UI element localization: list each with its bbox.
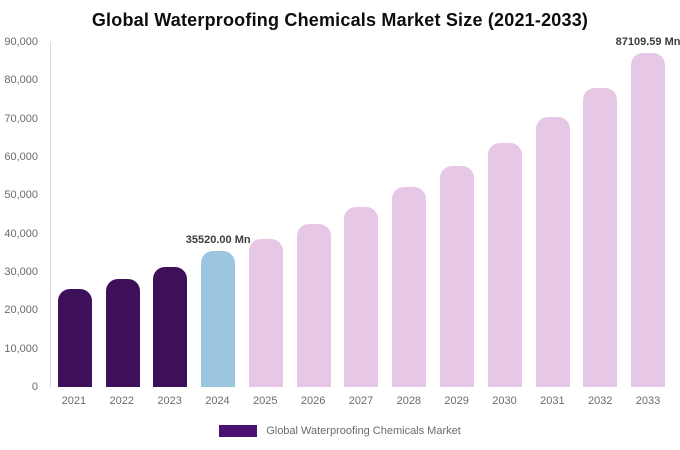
chart-title: Global Waterproofing Chemicals Market Si…	[91, 10, 589, 30]
bar-value-label-2024: 35520.00 Mn	[185, 234, 251, 246]
x-tick-label: 2028	[396, 395, 422, 407]
bar-2028	[392, 187, 427, 387]
bar-2021	[57, 289, 92, 387]
bar-value-label-2033: 87109.59 Mn	[615, 36, 680, 48]
bar-slot-2021	[51, 42, 99, 387]
bar-slot-2033: 87109.59 Mn	[616, 36, 680, 387]
bar-2027	[344, 207, 379, 387]
bar-2022	[105, 279, 140, 387]
bar-2025	[248, 239, 283, 387]
x-tick-label: 2022	[109, 395, 134, 407]
y-tick-label: 40,000	[4, 227, 38, 240]
legend-swatch	[219, 425, 258, 437]
bar-2030	[487, 143, 522, 387]
bar-slot-2027	[338, 42, 386, 387]
x-tick-label: 2027	[348, 395, 374, 407]
bar-slot-2030	[481, 42, 529, 387]
bar-2031	[535, 117, 570, 387]
bar-2033	[631, 53, 666, 387]
legend: Global Waterproofing Chemicals Market	[0, 425, 680, 437]
y-tick-label: 60,000	[4, 151, 38, 163]
x-axis: 2021 2022 2023 2024 2025 2026 2027 2028 2029 2030…	[50, 395, 672, 407]
y-tick-label: 30,000	[4, 266, 38, 278]
legend-label: Global Waterproofing Chemicals Market	[266, 425, 461, 437]
x-tick-label: 2029	[444, 395, 469, 407]
bar-slot-2022	[99, 42, 147, 387]
y-tick-label: 90,000	[4, 36, 38, 48]
bar-slot-2032	[576, 42, 624, 387]
x-tick-label: 2021	[61, 395, 87, 407]
bar-slot-2029	[433, 42, 481, 387]
bar-2032	[583, 88, 618, 387]
bar-2023	[153, 267, 188, 387]
bar-2026	[296, 224, 331, 387]
x-tick-label: 2032	[587, 395, 613, 407]
x-tick-label: 2026	[300, 395, 326, 407]
bar-2029	[440, 166, 474, 387]
x-tick-label: 2031	[540, 395, 565, 407]
y-tick-label: 80,000	[4, 74, 38, 87]
x-tick-label: 2024	[205, 395, 230, 407]
y-tick-label: 20,000	[4, 304, 38, 317]
x-tick-label: 2025	[253, 395, 278, 407]
y-tick-label: 0	[31, 381, 38, 393]
plot-area: 35520.00 Mn 87109.59 Mn	[50, 36, 680, 387]
x-tick-label: 2030	[492, 395, 517, 407]
x-tick-label: 2023	[157, 395, 182, 407]
bar-slot-2024: 35520.00 Mn	[186, 42, 251, 387]
y-tick-label: 10,000	[4, 342, 38, 355]
bar-2024	[201, 251, 236, 387]
y-tick-label: 70,000	[4, 112, 38, 125]
bar-slot-2031	[529, 42, 577, 387]
bar-slot-2025	[242, 42, 290, 387]
bar-slot-2023	[147, 42, 195, 387]
y-tick-label: 50,000	[4, 189, 38, 202]
bar-slot-2026	[290, 42, 338, 387]
x-tick-label: 2033	[635, 395, 661, 407]
bar-slot-2028	[385, 42, 433, 387]
